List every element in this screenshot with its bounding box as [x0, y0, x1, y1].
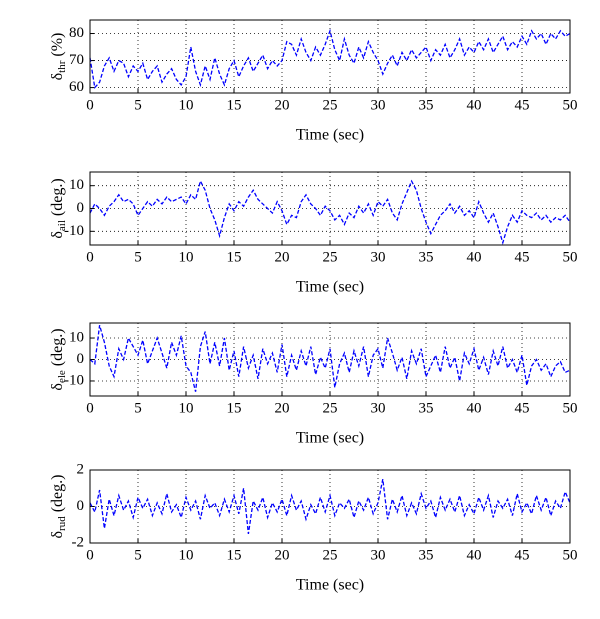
- x-tick-label: 45: [515, 547, 530, 563]
- x-axis-label: Time (sec): [296, 127, 364, 144]
- x-tick-label: 35: [419, 547, 434, 563]
- y-label-unit: (deg.): [49, 328, 66, 366]
- data-line: [89, 324, 571, 392]
- x-tick-label: 35: [419, 249, 434, 265]
- y-label-unit: (deg.): [49, 178, 66, 216]
- y-label-symbol: δ: [49, 231, 66, 239]
- axes-frame: [89, 171, 571, 246]
- y-axis-label: δrud (deg.): [49, 475, 68, 539]
- data-line: [89, 28, 571, 90]
- y-label-subscript: ail: [56, 220, 68, 231]
- y-axis-label: δthr (%): [49, 33, 68, 81]
- x-tick-label: 20: [275, 547, 290, 563]
- x-tick-label: 30: [371, 97, 386, 113]
- x-tick-label: 45: [515, 249, 530, 265]
- x-tick-label: 0: [86, 249, 94, 265]
- y-label-subscript: ele: [56, 370, 68, 383]
- x-tick-label: 30: [371, 547, 386, 563]
- x-tick-label: 50: [563, 249, 578, 265]
- y-tick-label: 0: [77, 498, 85, 514]
- x-tick-label: 25: [323, 249, 338, 265]
- y-axis-label: δele (deg.): [49, 328, 68, 390]
- x-tick-label: 10: [179, 400, 194, 416]
- x-tick-label: 25: [323, 97, 338, 113]
- x-tick-label: 25: [323, 547, 338, 563]
- x-tick-label: 40: [467, 547, 482, 563]
- x-tick-label: 15: [227, 400, 242, 416]
- x-tick-label: 10: [179, 547, 194, 563]
- y-tick-label: 2: [77, 461, 85, 477]
- x-tick-label: 5: [134, 97, 142, 113]
- axes-frame: [89, 469, 571, 544]
- x-axis-label: Time (sec): [296, 279, 364, 296]
- y-label-symbol: δ: [49, 383, 66, 391]
- y-label-unit: (deg.): [49, 475, 66, 513]
- y-axis-label: δail (deg.): [49, 178, 68, 238]
- x-tick-label: 15: [227, 547, 242, 563]
- y-label-subscript: thr: [56, 60, 68, 73]
- y-tick-label: -10: [64, 372, 84, 388]
- y-tick-label: 0: [77, 351, 85, 367]
- x-tick-label: 50: [563, 97, 578, 113]
- y-label-unit: (%): [49, 33, 66, 57]
- y-label-subscript: rud: [56, 516, 68, 531]
- x-tick-label: 20: [275, 400, 290, 416]
- x-tick-label: 45: [515, 97, 530, 113]
- x-tick-label: 50: [563, 547, 578, 563]
- x-axis-label: Time (sec): [296, 430, 364, 447]
- x-tick-label: 5: [134, 547, 142, 563]
- x-tick-label: 5: [134, 249, 142, 265]
- y-tick-label: 80: [69, 25, 84, 41]
- x-tick-label: 25: [323, 400, 338, 416]
- x-axis-label: Time (sec): [296, 577, 364, 594]
- x-tick-label: 45: [515, 400, 530, 416]
- data-line: [89, 479, 571, 534]
- y-tick-label: 10: [69, 329, 84, 345]
- data-line: [89, 179, 571, 245]
- x-tick-label: 40: [467, 97, 482, 113]
- x-tick-label: 5: [134, 400, 142, 416]
- x-tick-label: 0: [86, 547, 94, 563]
- x-tick-label: 10: [179, 97, 194, 113]
- x-tick-label: 0: [86, 400, 94, 416]
- x-tick-label: 0: [86, 97, 94, 113]
- subplot: 0 5 10 15 20 25 30 35 40 45 50 60 70 80 Time (sec) δthr…: [49, 19, 578, 144]
- x-tick-label: 50: [563, 400, 578, 416]
- x-tick-label: 20: [275, 97, 290, 113]
- axes-frame: [89, 322, 571, 397]
- x-tick-label: 10: [179, 249, 194, 265]
- y-tick-label: 60: [69, 79, 84, 95]
- x-tick-label: 35: [419, 400, 434, 416]
- x-tick-label: 30: [371, 400, 386, 416]
- x-tick-label: 15: [227, 97, 242, 113]
- y-tick-label: 0: [77, 200, 85, 216]
- x-tick-label: 40: [467, 400, 482, 416]
- x-tick-label: 30: [371, 249, 386, 265]
- x-tick-label: 35: [419, 97, 434, 113]
- y-tick-label: 10: [69, 177, 84, 193]
- y-tick-label: -10: [64, 223, 84, 239]
- x-tick-label: 15: [227, 249, 242, 265]
- x-tick-label: 40: [467, 249, 482, 265]
- y-tick-label: -2: [72, 534, 85, 550]
- x-tick-label: 20: [275, 249, 290, 265]
- axes-frame: [89, 19, 571, 94]
- y-label-symbol: δ: [49, 73, 66, 81]
- y-tick-label: 70: [69, 52, 84, 68]
- y-label-symbol: δ: [49, 531, 66, 539]
